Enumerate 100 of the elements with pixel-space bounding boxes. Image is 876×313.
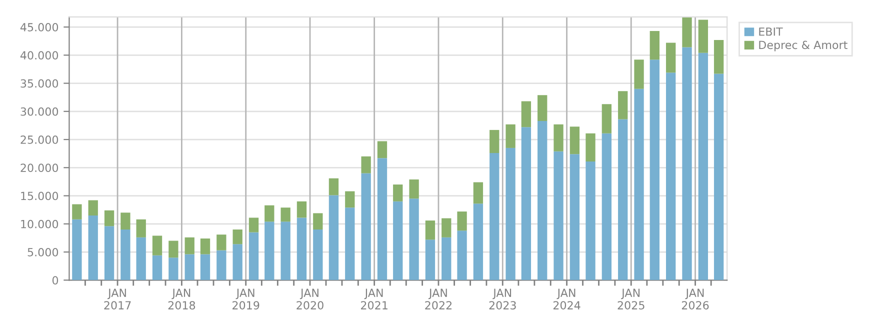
bar [328,178,339,196]
bar [136,219,146,238]
bar [666,42,676,73]
x-tick-label: JAN 2017 [104,288,131,310]
bar [554,124,564,152]
bar [506,124,516,148]
bar [634,60,644,89]
y-tick-label: 10.000 [21,220,58,228]
bar [586,161,596,280]
bar [280,222,290,280]
x-tick-label: JAN 2026 [682,288,709,310]
bar [409,198,419,280]
bar [442,218,452,238]
bar [216,234,226,250]
bar [361,156,371,174]
bar [313,213,323,230]
bar [152,255,162,280]
bar [248,232,259,280]
bar [425,220,436,240]
bar [425,240,436,280]
x-tick-label: JAN 2022 [425,288,452,310]
bar [168,258,178,280]
bar [490,130,500,154]
bar [457,230,467,280]
bar [345,191,355,208]
legend-label: Deprec & Amort [759,40,848,52]
bar [72,219,82,280]
y-tick-label: 25.000 [20,135,58,144]
bar [232,244,242,280]
x-tick-label: JAN 2021 [361,288,388,310]
bar [698,20,708,53]
bar [361,173,371,280]
bar [377,141,388,158]
bar [538,95,548,121]
x-tick-label: JAN 2019 [232,288,260,310]
x-tick-label: JAN 2023 [489,288,516,310]
bar [457,212,467,231]
bar [216,250,226,280]
bar [442,237,452,280]
bar [280,208,290,222]
y-tick-label: 40.000 [20,51,58,60]
legend-label: EBIT [759,28,783,36]
bar [248,218,259,232]
bar [698,52,708,280]
y-tick-label: 45.000 [20,23,58,32]
bar [296,218,307,280]
bar [618,119,628,280]
y-tick-label: 0 [52,276,58,285]
bar [473,182,484,204]
bar [682,47,692,280]
bar [393,184,403,202]
bar [296,201,307,218]
bar [200,254,210,280]
y-tick-label: 5.000 [28,248,58,256]
bar [232,230,242,244]
bar [586,133,596,162]
bar [88,200,98,216]
bar [104,226,114,280]
bar [570,126,580,154]
bar [184,237,194,254]
x-tick-label: JAN 2018 [168,288,196,310]
bar [136,237,146,280]
y-tick-label: 35.000 [20,79,58,88]
bar [88,215,98,280]
y-tick-label: 30.000 [20,107,58,116]
bar [473,204,484,280]
bar [184,254,194,280]
bar [345,208,355,280]
bar [666,72,676,280]
bar [506,148,516,280]
bar [313,230,323,280]
bar [200,238,210,254]
bar [521,127,532,280]
bar [634,88,644,280]
x-tick-label: JAN 2020 [296,288,324,310]
bar [521,101,532,128]
bar [490,153,500,280]
bar [377,158,388,280]
bar [570,154,580,280]
x-tick-label: JAN 2024 [553,288,580,310]
bar [264,205,274,222]
bar [618,91,628,120]
bar [328,195,339,280]
bar [682,17,692,48]
bar [554,151,564,280]
bar [650,30,660,60]
bar [602,104,612,134]
bar [104,210,114,226]
y-tick-label: 20.000 [20,164,58,172]
x-tick-label: JAN 2025 [618,288,644,310]
bar [714,74,724,280]
y-tick-label: 15.000 [21,192,58,200]
bar [72,204,82,220]
bar [264,222,274,280]
bar [152,236,162,256]
bar [650,60,660,280]
bar [409,179,419,199]
bar [602,133,612,280]
bar [120,230,130,280]
bar [120,212,130,230]
